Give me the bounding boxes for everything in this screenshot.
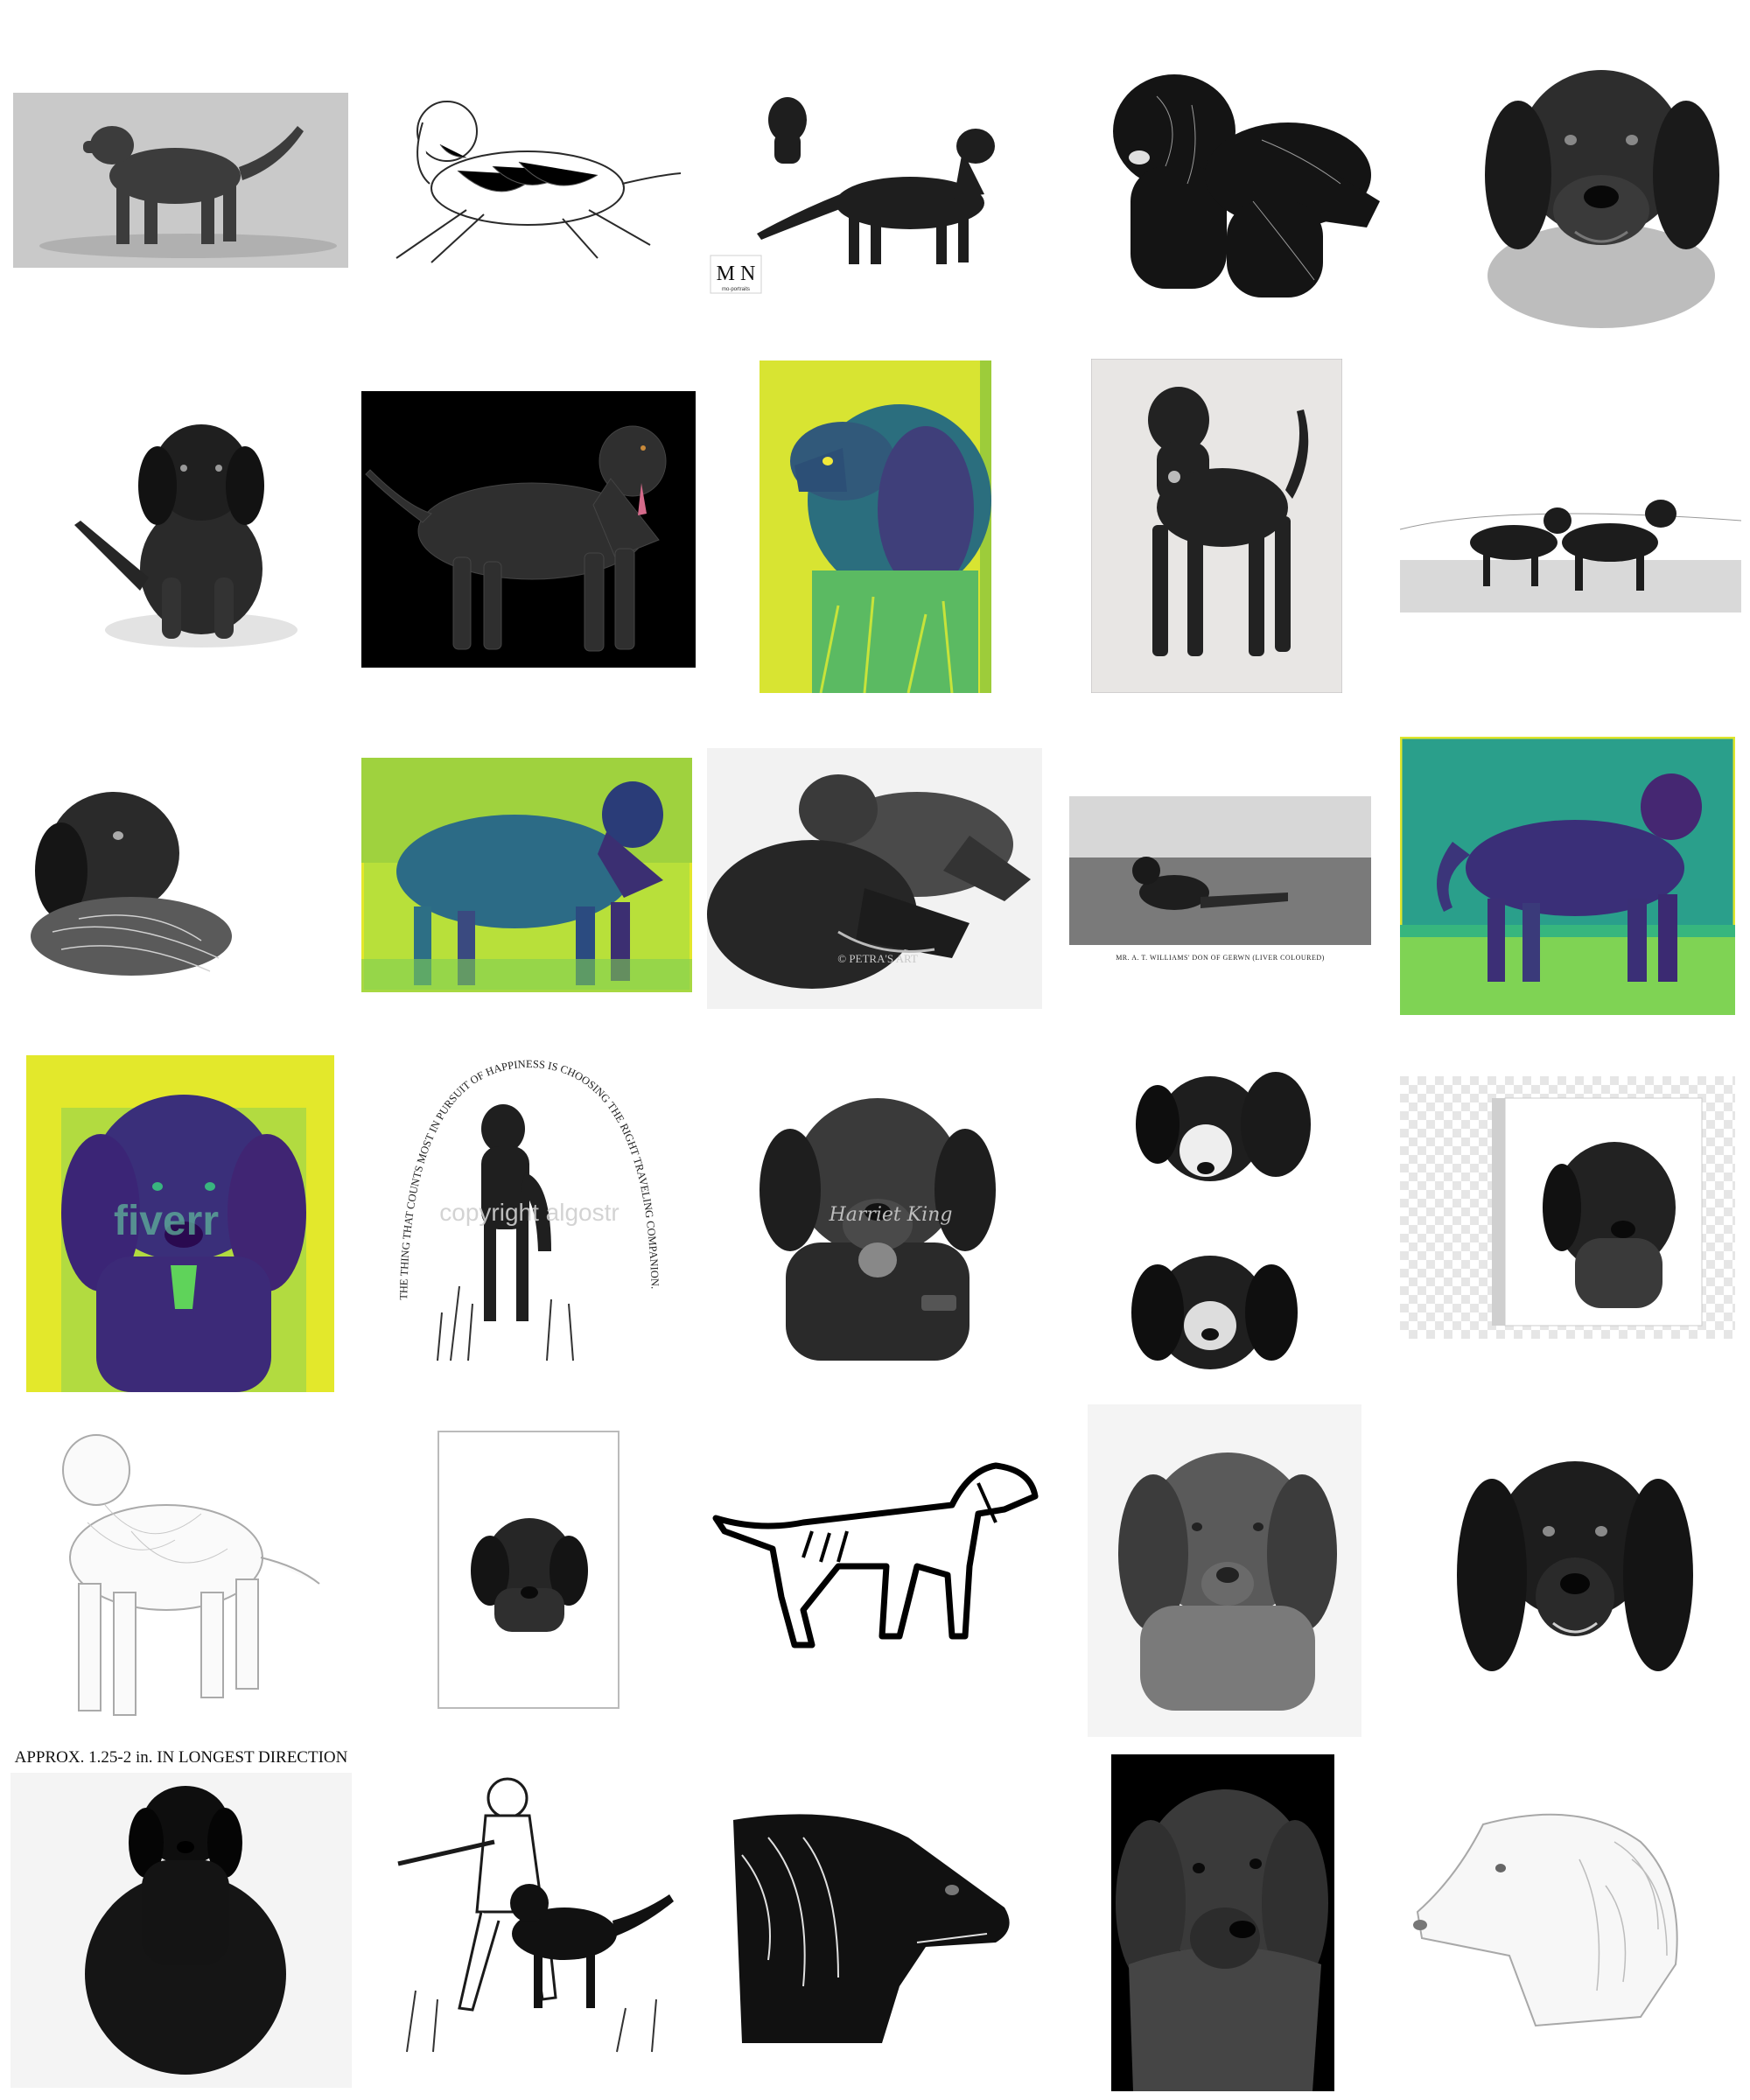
- dog-graphite-pair: © PETRA'S ART: [707, 748, 1042, 1009]
- hunter-and-dog: [389, 1763, 687, 2056]
- image-tile[interactable]: © PETRA'S ART: [707, 748, 1042, 1009]
- image-tile[interactable]: fiverr: [26, 1055, 334, 1392]
- image-tile[interactable]: [1400, 1076, 1735, 1339]
- image-tile[interactable]: M N mo-portraits: [709, 80, 1041, 295]
- image-tile[interactable]: [361, 758, 692, 992]
- image-tile[interactable]: [361, 70, 685, 289]
- signature: Harriet King: [829, 1204, 953, 1226]
- dog-vector-silhouette: [707, 1435, 1042, 1658]
- watermark-text: © PETRA'S ART: [837, 952, 918, 965]
- dog-with-bird: [18, 783, 236, 980]
- photo-caption: MR. A. T. WILLIAMS' DON OF GERWN (LIVER …: [1116, 954, 1325, 962]
- image-tile[interactable]: [70, 402, 306, 656]
- image-tile[interactable]: [1111, 1754, 1334, 2091]
- image-tile[interactable]: [389, 1763, 687, 2056]
- image-tile[interactable]: [1400, 737, 1735, 1015]
- image-tile[interactable]: [1457, 22, 1741, 332]
- watermark-text: fiverr: [114, 1198, 219, 1244]
- dog-digital: [1111, 1754, 1334, 2091]
- dog-canvas-mockup: [1400, 1076, 1735, 1339]
- dog-viridis-portrait: fiverr: [26, 1055, 334, 1392]
- dog-graphite-portrait: Harriet King: [751, 1085, 1000, 1361]
- dog-charcoal-portrait: [1448, 1444, 1702, 1706]
- watermark-text: copyright algostr: [439, 1199, 619, 1226]
- dog-figurine: [10, 1773, 352, 2088]
- image-tile[interactable]: [1088, 1404, 1362, 1737]
- image-tile[interactable]: [1400, 459, 1741, 612]
- dog-viridis-canvas: [760, 360, 991, 693]
- dog-two-heads: [1123, 1050, 1322, 1387]
- dog-framed-print: [438, 1431, 620, 1709]
- dog-digital: [361, 391, 696, 668]
- dog-pencil-standing: [1091, 359, 1342, 693]
- image-tile[interactable]: [13, 93, 348, 268]
- dog-light-pencil: [26, 1409, 324, 1719]
- puppy-sketch: [70, 402, 306, 656]
- image-tile[interactable]: [760, 360, 991, 693]
- dog-etching-pair: [1400, 459, 1741, 612]
- image-tile[interactable]: [707, 1435, 1042, 1658]
- image-tile[interactable]: [18, 783, 236, 980]
- image-tile[interactable]: [361, 391, 696, 668]
- image-tile[interactable]: [1104, 70, 1384, 311]
- image-tile[interactable]: MR. A. T. WILLIAMS' DON OF GERWN (LIVER …: [1069, 796, 1371, 970]
- image-tile[interactable]: Harriet King: [751, 1085, 1000, 1361]
- dog-sketch: [361, 70, 685, 289]
- dog-portrait: [1457, 22, 1741, 332]
- logo-text: M N: [717, 262, 756, 285]
- image-tile[interactable]: [707, 1785, 1042, 2043]
- dog-scratchboard: [1104, 70, 1384, 311]
- image-tile[interactable]: THE THING THAT COUNTS MOST IN PURSUIT OF…: [372, 1050, 687, 1387]
- size-caption: APPROX. 1.25-2 in. IN LONGEST DIRECTION: [14, 1748, 348, 1767]
- dog-drawing: M N mo-portraits: [709, 80, 1041, 295]
- dog-viridis-photo: [361, 758, 692, 992]
- image-tile[interactable]: [1448, 1444, 1702, 1706]
- dog-light-pencil: [1404, 1789, 1732, 2052]
- image-tile[interactable]: [26, 1409, 324, 1719]
- image-tile[interactable]: [1404, 1789, 1732, 2052]
- dog-viridis-photo: [1400, 737, 1735, 1015]
- dog-soft-pencil: [1088, 1404, 1362, 1737]
- logo-caption: mo-portraits: [722, 287, 750, 292]
- image-tile[interactable]: [1123, 1050, 1322, 1387]
- dog-photo: [13, 93, 348, 268]
- image-tile[interactable]: APPROX. 1.25-2 in. IN LONGEST DIRECTION: [10, 1748, 352, 2090]
- dog-vintage-photo: [1069, 796, 1371, 945]
- dog-ink-profile: [707, 1785, 1042, 2043]
- dog-arched-text: THE THING THAT COUNTS MOST IN PURSUIT OF…: [372, 1050, 687, 1387]
- image-tile[interactable]: [1091, 359, 1342, 693]
- image-tile[interactable]: [438, 1431, 620, 1709]
